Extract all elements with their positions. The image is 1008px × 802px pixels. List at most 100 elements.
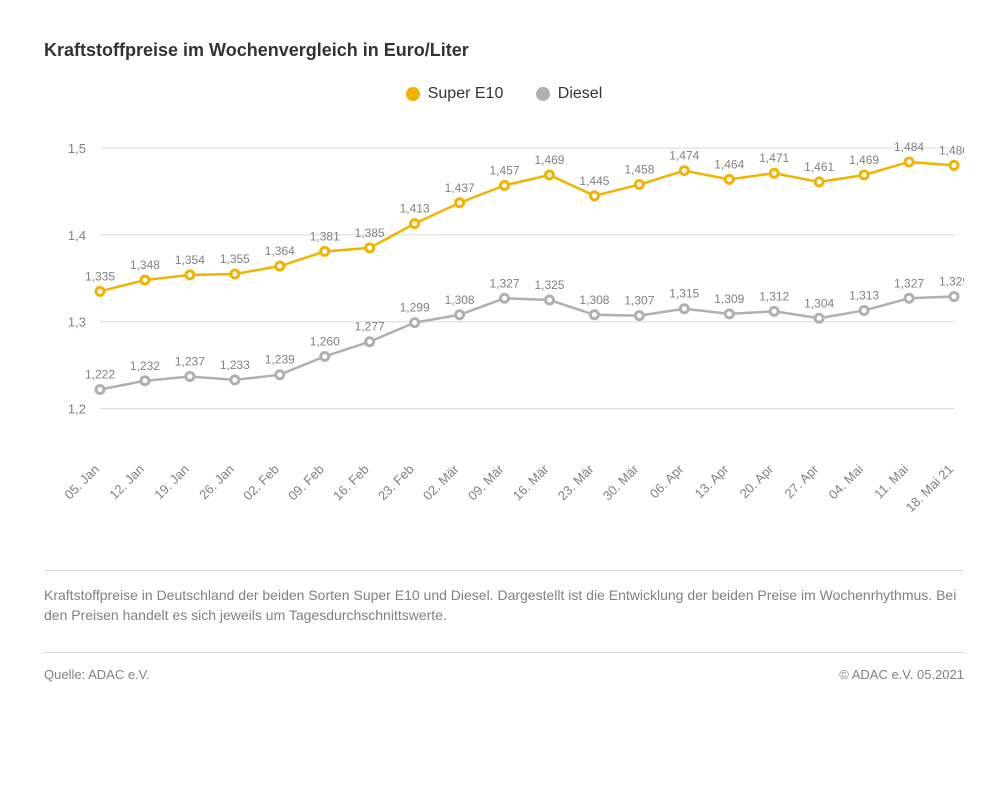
data-label: 1,260: [310, 334, 340, 348]
x-tick-label: 23. Feb: [375, 462, 417, 504]
x-tick-label: 06. Apr: [647, 461, 687, 501]
data-label: 1,233: [220, 358, 250, 372]
data-label: 1,304: [804, 296, 834, 310]
data-label: 1,307: [624, 294, 654, 308]
x-tick-label: 19. Jan: [151, 462, 192, 503]
data-marker-inner: [232, 377, 237, 382]
data-marker-inner: [232, 271, 237, 276]
data-marker-inner: [547, 298, 552, 303]
chart-description: Kraftstoffpreise in Deutschland der beid…: [44, 570, 964, 626]
data-marker-inner: [547, 172, 552, 177]
legend-label-diesel: Diesel: [558, 85, 602, 103]
x-tick-label: 26. Jan: [196, 462, 237, 503]
data-marker-inner: [322, 354, 327, 359]
chart-container: 1,21,31,41,505. Jan12. Jan19. Jan26. Jan…: [44, 112, 964, 542]
data-label: 1,327: [894, 276, 924, 290]
data-label: 1,237: [175, 354, 205, 368]
data-label: 1,354: [175, 253, 205, 267]
data-label: 1,222: [85, 367, 115, 381]
data-marker-inner: [637, 313, 642, 318]
x-tick-label: 11. Mai: [871, 461, 911, 501]
data-marker-inner: [772, 309, 777, 314]
x-tick-label: 30. Mär: [600, 461, 642, 503]
data-marker-inner: [907, 159, 912, 164]
data-label: 1,299: [400, 301, 430, 315]
data-marker-inner: [277, 264, 282, 269]
data-label: 1,315: [669, 287, 699, 301]
data-label: 1,461: [804, 160, 834, 174]
y-tick-label: 1,4: [68, 228, 86, 243]
data-label: 1,364: [265, 244, 295, 258]
legend-dot-super-e10: [406, 87, 420, 101]
data-marker-inner: [952, 294, 957, 299]
data-marker-inner: [412, 221, 417, 226]
legend-label-super-e10: Super E10: [428, 85, 504, 103]
data-marker-inner: [142, 278, 147, 283]
data-marker-inner: [862, 308, 867, 313]
data-marker-inner: [637, 182, 642, 187]
data-label: 1,413: [400, 202, 430, 216]
data-label: 1,437: [445, 181, 475, 195]
line-chart: 1,21,31,41,505. Jan12. Jan19. Jan26. Jan…: [44, 112, 964, 542]
x-tick-label: 05. Jan: [61, 462, 102, 503]
data-label: 1,464: [714, 157, 744, 171]
data-marker-inner: [187, 272, 192, 277]
data-marker-inner: [412, 320, 417, 325]
data-marker-inner: [682, 306, 687, 311]
data-label: 1,469: [849, 153, 879, 167]
x-tick-label: 13. Apr: [692, 461, 732, 501]
data-marker-inner: [502, 296, 507, 301]
data-label: 1,484: [894, 140, 924, 154]
data-label: 1,471: [759, 151, 789, 165]
data-label: 1,457: [490, 163, 520, 177]
legend-dot-diesel: [536, 87, 550, 101]
data-marker-inner: [322, 249, 327, 254]
data-label: 1,327: [490, 276, 520, 290]
legend-item-super-e10: Super E10: [406, 85, 504, 103]
data-label: 1,474: [669, 149, 699, 163]
x-tick-label: 02. Feb: [240, 462, 282, 504]
data-marker-inner: [727, 311, 732, 316]
x-tick-label: 02. Mär: [420, 461, 462, 503]
data-marker-inner: [862, 172, 867, 177]
series-line: [100, 297, 954, 390]
data-marker-inner: [502, 183, 507, 188]
series-line: [100, 162, 954, 291]
data-marker-inner: [682, 168, 687, 173]
data-marker-inner: [817, 179, 822, 184]
data-marker-inner: [142, 378, 147, 383]
x-tick-label: 12. Jan: [106, 462, 147, 503]
x-tick-label: 16. Mär: [510, 461, 552, 503]
data-marker-inner: [907, 296, 912, 301]
y-tick-label: 1,2: [68, 402, 86, 417]
source-label: Quelle: ADAC e.V.: [44, 667, 150, 682]
page-footer: Quelle: ADAC e.V. © ADAC e.V. 05.2021: [44, 652, 964, 682]
x-tick-label: 16. Feb: [330, 462, 372, 504]
page-title: Kraftstoffpreise im Wochenvergleich in E…: [44, 40, 964, 61]
data-marker-inner: [367, 245, 372, 250]
data-label: 1,329: [939, 275, 964, 289]
data-label: 1,385: [355, 226, 385, 240]
data-marker-inner: [772, 171, 777, 176]
data-marker-inner: [98, 387, 103, 392]
x-tick-label: 18. Mai 21: [903, 462, 957, 516]
data-label: 1,355: [220, 252, 250, 266]
data-label: 1,458: [624, 163, 654, 177]
x-tick-label: 23. Mär: [555, 461, 597, 503]
data-marker-inner: [457, 200, 462, 205]
data-marker-inner: [277, 372, 282, 377]
data-label: 1,239: [265, 353, 295, 367]
data-label: 1,469: [534, 153, 564, 167]
data-marker-inner: [187, 374, 192, 379]
x-tick-label: 04. Mai: [825, 461, 866, 502]
data-label: 1,312: [759, 289, 789, 303]
data-marker-inner: [817, 316, 822, 321]
data-marker-inner: [727, 177, 732, 182]
x-tick-label: 09. Feb: [285, 462, 327, 504]
data-label: 1,313: [849, 288, 879, 302]
data-label: 1,308: [445, 293, 475, 307]
chart-legend: Super E10 Diesel: [44, 85, 964, 106]
data-label: 1,308: [579, 293, 609, 307]
x-tick-label: 20. Apr: [737, 461, 777, 501]
data-marker-inner: [592, 312, 597, 317]
